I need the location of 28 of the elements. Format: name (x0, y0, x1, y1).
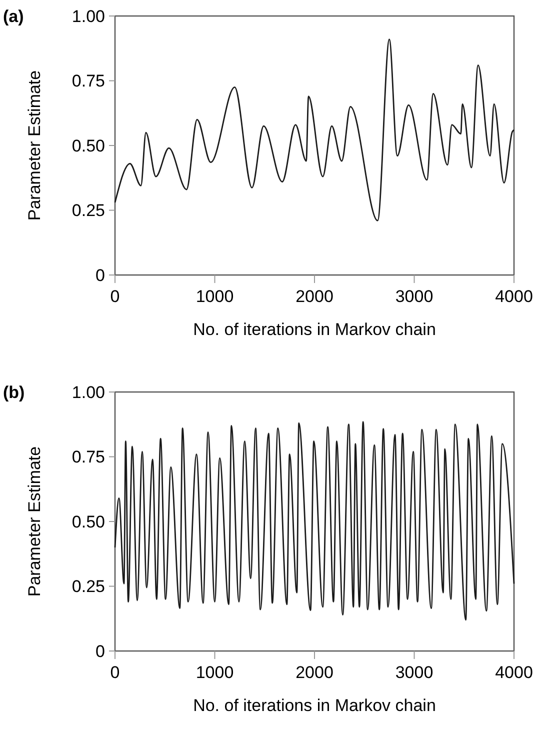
y-tick-label: 1.00 (72, 6, 105, 26)
y-tick-label: 0.75 (72, 72, 105, 91)
x-tick-label: 0 (110, 663, 120, 682)
x-tick-label: 1000 (196, 287, 234, 306)
y-tick-label: 0.25 (72, 201, 105, 220)
x-tick-label: 2000 (296, 287, 334, 306)
chart-title: (a) (3, 7, 24, 26)
x-tick-label: 1000 (196, 663, 234, 682)
y-axis-title: Parameter Estimate (25, 446, 44, 597)
line-series (114, 421, 515, 621)
chart-title: (b) (3, 383, 25, 402)
y-axis-title: Parameter Estimate (25, 70, 44, 221)
y-tick-label: 0.75 (72, 448, 105, 467)
x-axis-title: No. of iterations in Markov chain (193, 320, 436, 339)
x-tick-label: 3000 (395, 663, 434, 682)
x-tick-label: 4000 (495, 287, 533, 306)
y-tick-label: 1.00 (72, 382, 105, 402)
x-tick-label: 3000 (395, 287, 434, 306)
x-axis-title: No. of iterations in Markov chain (193, 696, 436, 715)
line-series (114, 38, 515, 222)
x-tick-label: 2000 (296, 663, 334, 682)
x-tick-label: 0 (110, 287, 120, 306)
y-tick-label: 0 (96, 642, 105, 661)
y-tick-label: 0.50 (72, 136, 105, 156)
y-tick-label: 0.25 (72, 577, 105, 596)
x-tick-label: 4000 (495, 663, 533, 682)
y-tick-label: 0 (96, 266, 105, 285)
y-tick-label: 0.50 (72, 512, 105, 532)
